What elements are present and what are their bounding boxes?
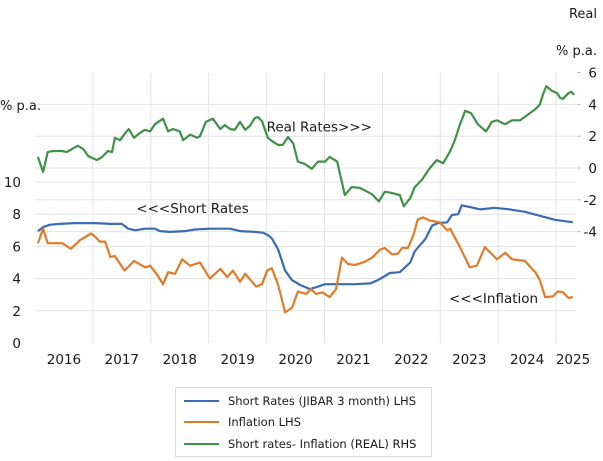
x-tick-label: 2020	[278, 352, 312, 368]
legend-label-short-rates: Short Rates (JIBAR 3 month) LHS	[228, 394, 416, 408]
right-tick-label: 0	[588, 161, 597, 177]
series-line-real-rates	[36, 85, 575, 208]
x-tick-label: 2021	[336, 352, 370, 368]
right-tick-label: -4	[584, 225, 597, 241]
right-axis: -4 -2 0 2 4 6	[577, 66, 597, 241]
annotation-inflation: <<<Inflation	[449, 291, 538, 307]
left-tick-label: 8	[12, 207, 21, 223]
x-tick-label: 2025	[556, 352, 590, 368]
legend: Short Rates (JIBAR 3 month) LHS Inflatio…	[175, 387, 432, 457]
legend-swatch-short-rates	[184, 400, 219, 402]
legend-label-real-rates: Short rates- Inflation (REAL) RHS	[228, 437, 417, 451]
annotation-real-rates: Real Rates>>>	[267, 120, 372, 136]
x-tick-label: 2016	[47, 352, 81, 368]
x-tick-label: 2024	[510, 352, 544, 368]
right-axis-unit-label: % p.a.	[556, 44, 597, 59]
legend-item-inflation: Inflation LHS	[184, 412, 301, 432]
left-tick-label: 4	[12, 272, 21, 288]
legend-swatch-inflation	[184, 421, 219, 423]
x-tick-label: 2022	[394, 352, 428, 368]
left-tick-label: 10	[4, 175, 21, 191]
right-tick-label: 4	[588, 97, 597, 113]
right-axis-title: Real	[569, 7, 597, 22]
series-layer	[36, 85, 575, 314]
legend-item-real-rates: Short rates- Inflation (REAL) RHS	[184, 434, 416, 454]
legend-swatch-real-rates	[184, 443, 219, 445]
right-tick-label: -2	[584, 193, 597, 209]
left-axis-unit-label: % p.a.	[0, 99, 41, 114]
series-line-inflation	[36, 216, 574, 314]
x-axis: 2016 2017 2018 2019 2020 2021 2022 2023 2024 2025	[47, 352, 590, 368]
right-tick-label: 2	[588, 129, 597, 145]
x-tick-label: 2023	[452, 352, 486, 368]
left-tick-label: 2	[12, 304, 21, 320]
x-tick-label: 2017	[105, 352, 139, 368]
x-tick-label: 2018	[163, 352, 197, 368]
left-axis: 0 2 4 6 8 10	[4, 175, 21, 352]
legend-label-inflation: Inflation LHS	[228, 415, 302, 429]
left-tick-label: 0	[12, 336, 21, 352]
series-line-short-rates	[37, 204, 574, 291]
x-tick-label: 2019	[220, 352, 254, 368]
right-tick-label: 6	[588, 66, 597, 82]
legend-item-short-rates: Short Rates (JIBAR 3 month) LHS	[184, 391, 416, 411]
left-tick-label: 6	[12, 239, 21, 255]
annotation-short-rates: <<<Short Rates	[136, 201, 248, 217]
